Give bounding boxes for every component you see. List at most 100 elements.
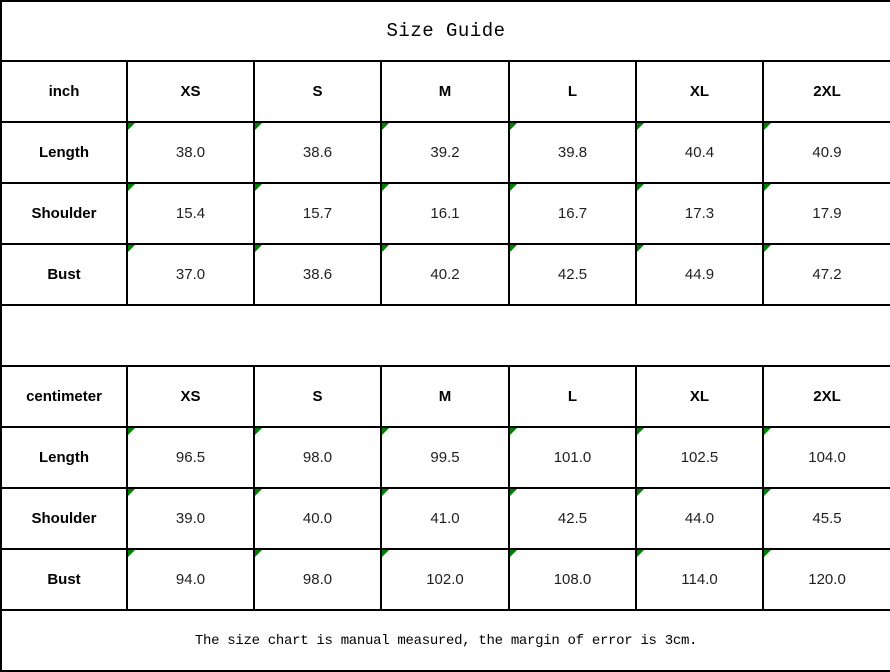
cell-corner-marker-icon [511, 184, 517, 191]
size-header-2xl: 2XL [761, 59, 890, 123]
value-cell: 102.5 [635, 426, 764, 490]
page-title: Size Guide [0, 0, 890, 62]
cell-value: 15.4 [175, 204, 206, 222]
row-label-bust: Bust [0, 548, 128, 612]
value-cell: 16.7 [508, 181, 637, 245]
value-cell: 41.0 [380, 487, 510, 551]
cell-corner-marker-icon [511, 429, 517, 436]
value-cell: 40.4 [635, 120, 764, 184]
inch-unit-header: inch [0, 59, 128, 123]
cell-corner-marker-icon [638, 429, 644, 436]
cell-value: 47.2 [812, 265, 842, 283]
cell-value: 98.0 [302, 571, 333, 589]
value-cell: 114.0 [635, 548, 764, 612]
size-header-xl: XL [635, 59, 764, 123]
cell-value: 108.0 [553, 571, 592, 589]
size-header-xs: XS [126, 59, 255, 123]
footer-row: The size chart is manual measured, the m… [0, 609, 890, 672]
inch-shoulder-row: Shoulder 15.4 15.7 16.1 16.7 17.3 17.9 [0, 181, 890, 245]
empty-spacer-cell [0, 303, 890, 368]
cell-corner-marker-icon [129, 184, 135, 191]
inch-length-row: Length 38.0 38.6 39.2 39.8 40.4 40.9 [0, 120, 890, 184]
value-cell: 39.0 [126, 487, 255, 551]
cell-corner-marker-icon [256, 184, 262, 191]
cell-value: 114.0 [681, 571, 718, 589]
cell-corner-marker-icon [256, 551, 262, 558]
cell-corner-marker-icon [765, 245, 771, 252]
value-cell: 17.3 [635, 181, 764, 245]
value-cell: 42.5 [508, 242, 637, 306]
cell-value: 16.1 [430, 204, 460, 222]
cell-corner-marker-icon [765, 551, 771, 558]
cell-value: 40.9 [812, 143, 842, 161]
cell-value: 41.0 [430, 510, 460, 528]
value-cell: 40.2 [380, 242, 510, 306]
cell-value: 44.9 [684, 265, 715, 283]
cell-value: 120.0 [808, 571, 846, 589]
value-cell: 120.0 [761, 548, 890, 612]
row-label-bust: Bust [0, 242, 128, 306]
value-cell: 98.0 [253, 426, 382, 490]
cell-corner-marker-icon [256, 429, 262, 436]
value-cell: 47.2 [761, 242, 890, 306]
value-cell: 38.6 [253, 242, 382, 306]
footer-note: The size chart is manual measured, the m… [0, 609, 890, 672]
cell-value: 17.3 [684, 204, 715, 222]
cell-value: 101.0 [553, 449, 592, 467]
cell-corner-marker-icon [383, 184, 389, 191]
cell-value: 38.6 [302, 143, 333, 161]
cell-corner-marker-icon [256, 490, 262, 497]
cell-value: 39.2 [430, 143, 460, 161]
cell-corner-marker-icon [129, 551, 135, 558]
cell-corner-marker-icon [129, 123, 135, 130]
cell-corner-marker-icon [129, 490, 135, 497]
cell-value: 102.5 [680, 449, 719, 467]
cell-corner-marker-icon [638, 245, 644, 252]
row-label-shoulder: Shoulder [0, 487, 128, 551]
cell-value: 38.6 [302, 265, 333, 283]
cell-value: 38.0 [175, 143, 206, 161]
size-header-l: L [508, 59, 637, 123]
cell-value: 96.5 [175, 449, 206, 467]
cell-value: 37.0 [175, 265, 206, 283]
value-cell: 38.0 [126, 120, 255, 184]
cell-corner-marker-icon [765, 490, 771, 497]
cm-header-row: centimeter XS S M L XL 2XL [0, 365, 890, 429]
cell-value: 39.0 [175, 510, 206, 528]
value-cell: 104.0 [761, 426, 890, 490]
cell-corner-marker-icon [256, 123, 262, 130]
value-cell: 94.0 [126, 548, 255, 612]
inch-header-row: inch XS S M L XL 2XL [0, 59, 890, 123]
value-cell: 39.2 [380, 120, 510, 184]
cm-length-row: Length 96.5 98.0 99.5 101.0 102.5 104.0 [0, 426, 890, 490]
cell-value: 45.5 [812, 510, 842, 528]
value-cell: 37.0 [126, 242, 255, 306]
cell-value: 42.5 [557, 265, 588, 283]
cell-corner-marker-icon [638, 184, 644, 191]
size-header-s: S [253, 365, 382, 429]
cm-shoulder-row: Shoulder 39.0 40.0 41.0 42.5 44.0 45.5 [0, 487, 890, 551]
value-cell: 15.7 [253, 181, 382, 245]
cell-value: 104.0 [808, 449, 846, 467]
cell-corner-marker-icon [638, 123, 644, 130]
value-cell: 40.0 [253, 487, 382, 551]
cell-value: 15.7 [302, 204, 333, 222]
size-header-s: S [253, 59, 382, 123]
cm-bust-row: Bust 94.0 98.0 102.0 108.0 114.0 120.0 [0, 548, 890, 612]
size-header-2xl: 2XL [761, 365, 890, 429]
size-header-l: L [508, 365, 637, 429]
size-header-m: M [380, 59, 510, 123]
cell-value: 42.5 [557, 510, 588, 528]
cell-corner-marker-icon [511, 551, 517, 558]
value-cell: 17.9 [761, 181, 890, 245]
spacer-row [0, 303, 890, 368]
cell-value: 99.5 [430, 449, 460, 467]
cell-value: 44.0 [684, 510, 715, 528]
cell-corner-marker-icon [383, 245, 389, 252]
value-cell: 108.0 [508, 548, 637, 612]
value-cell: 44.0 [635, 487, 764, 551]
cell-value: 40.2 [430, 265, 460, 283]
cell-value: 17.9 [812, 204, 842, 222]
cell-corner-marker-icon [129, 429, 135, 436]
